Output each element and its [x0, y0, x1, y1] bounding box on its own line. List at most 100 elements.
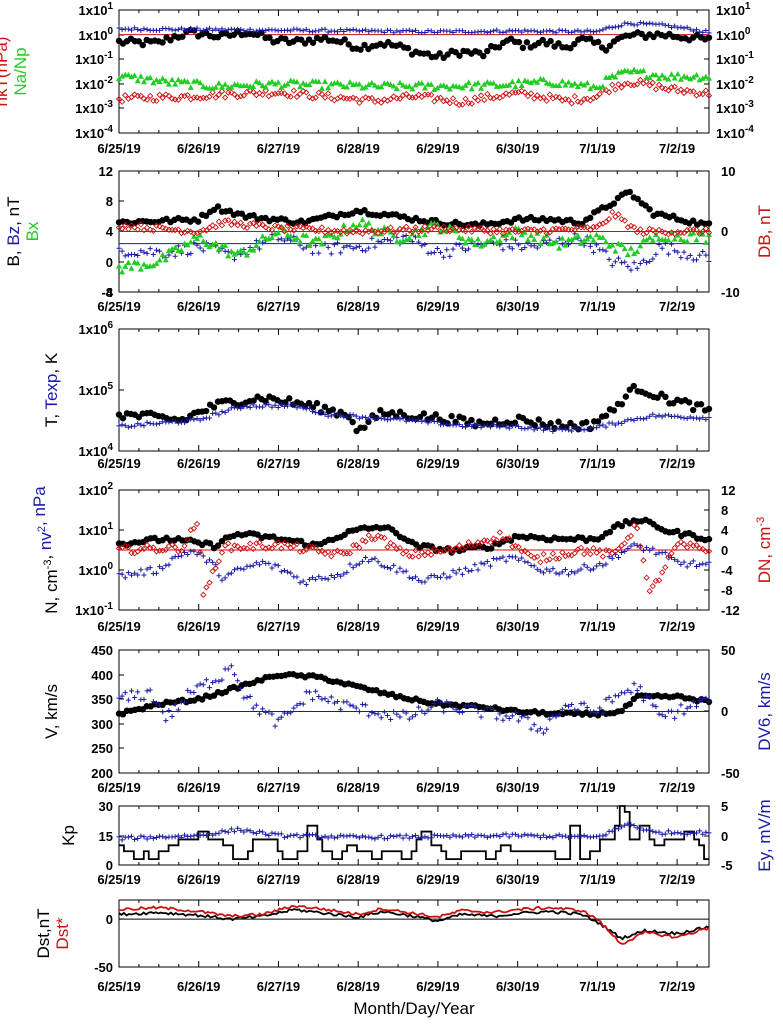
DN-point: [506, 535, 513, 542]
Ey-point: [253, 830, 259, 836]
V-point: [626, 700, 634, 708]
Texp-point: [300, 405, 306, 411]
Na/Np-point: [609, 72, 616, 79]
Ey-point: [313, 832, 319, 838]
T/Texp-point: [659, 21, 665, 27]
Texp-point: [463, 424, 469, 430]
DN-point: [680, 541, 688, 548]
Texp-point: [372, 416, 378, 422]
x-tick-label: 6/30/19: [496, 780, 539, 795]
Na/Np-point: [384, 80, 391, 86]
nv2-point: [366, 559, 372, 565]
nkT(nPa)-point: [680, 89, 688, 97]
T/Texp-point: [303, 26, 309, 32]
nv2-point: [687, 561, 693, 567]
Texp-point: [213, 410, 219, 416]
nv2-point: [553, 570, 559, 576]
Ey-point: [459, 834, 465, 840]
nkT(nPa)-point: [353, 95, 360, 103]
Texp-point: [665, 412, 671, 418]
DB-point: [281, 228, 288, 235]
T/Texp-point: [331, 28, 337, 34]
Bz-point: [375, 238, 381, 244]
nkT(nPa)-point: [434, 95, 441, 102]
Texp-point: [594, 425, 600, 431]
DB-point: [634, 229, 641, 236]
x-tick-label: 6/28/19: [337, 979, 380, 994]
y-left-tick-label: 0: [106, 912, 113, 927]
Ey-point: [678, 830, 684, 836]
DB-point: [515, 228, 522, 235]
Bz-point: [678, 255, 684, 261]
T/Texp-point: [672, 23, 678, 29]
nv2-point: [225, 571, 231, 577]
DV6-point: [481, 707, 487, 713]
nv2-point: [266, 560, 272, 566]
nv2-point: [356, 561, 362, 567]
Bz-point: [628, 267, 634, 273]
DV6-point: [640, 698, 646, 704]
DN-point: [571, 550, 578, 557]
DN-point: [546, 556, 553, 563]
DV6-point: [278, 714, 284, 720]
DV6-point: [391, 708, 397, 714]
DN-point: [453, 545, 460, 552]
y-right-tick-label: -8: [721, 583, 733, 598]
T/Texp-point: [363, 27, 369, 33]
Bz-point: [119, 248, 125, 254]
Ey-point: [216, 830, 222, 836]
Texp-point: [350, 412, 356, 418]
DV6-point: [228, 663, 234, 669]
Texp-point: [185, 417, 191, 423]
nv2-point: [422, 579, 428, 585]
DV6-point: [528, 726, 534, 732]
DN-point: [637, 543, 644, 550]
x-tick-label: 6/25/19: [97, 456, 140, 471]
T-point: [313, 399, 321, 407]
nv2-point: [344, 569, 350, 575]
DN-point: [518, 548, 525, 555]
Ey-point: [256, 828, 262, 834]
DN-point: [334, 547, 341, 554]
nv2-point: [487, 563, 493, 569]
nv2-point: [447, 574, 453, 580]
T/Texp-point: [481, 28, 487, 34]
DN-point: [684, 544, 691, 551]
nkT(nPa)-point: [690, 88, 697, 95]
nv2-point: [600, 563, 606, 569]
nkT(nPa)-point: [484, 90, 491, 98]
Bx-point: [665, 237, 672, 243]
Bz-point: [335, 240, 341, 246]
DN-point: [212, 565, 219, 572]
T-point: [686, 399, 693, 406]
panel-frame-p1: [118, 9, 710, 134]
y-right-tick-label: -50: [721, 766, 740, 781]
Ey-point: [222, 828, 228, 834]
DV6-point: [241, 695, 247, 701]
DV6-point: [631, 681, 637, 687]
nv2-point: [472, 562, 478, 568]
x-axis-title: Month/Day/Year: [353, 999, 475, 1018]
DB-point: [259, 221, 266, 228]
DN-point: [559, 549, 566, 556]
DN-point: [125, 544, 132, 551]
nkT(nPa)-point: [265, 93, 272, 100]
nv2-point: [185, 552, 191, 558]
DN-point: [181, 542, 188, 550]
DV6-point: [347, 702, 353, 708]
y-right-tick-label: 0: [721, 829, 728, 844]
DV6-point: [378, 715, 384, 721]
Texp-point: [191, 417, 197, 423]
nv2-point: [578, 566, 584, 572]
DV6-point: [703, 695, 709, 701]
Bz-point: [634, 265, 640, 271]
Texp-point: [244, 404, 250, 410]
nv2-point: [453, 570, 459, 576]
Bx-point: [612, 248, 619, 254]
DV6-point: [450, 705, 456, 711]
Na/Np-point: [512, 83, 519, 90]
Texp-point: [444, 421, 450, 427]
DN-point: [172, 544, 179, 551]
DB-point: [212, 224, 219, 231]
DN-point: [365, 532, 372, 539]
